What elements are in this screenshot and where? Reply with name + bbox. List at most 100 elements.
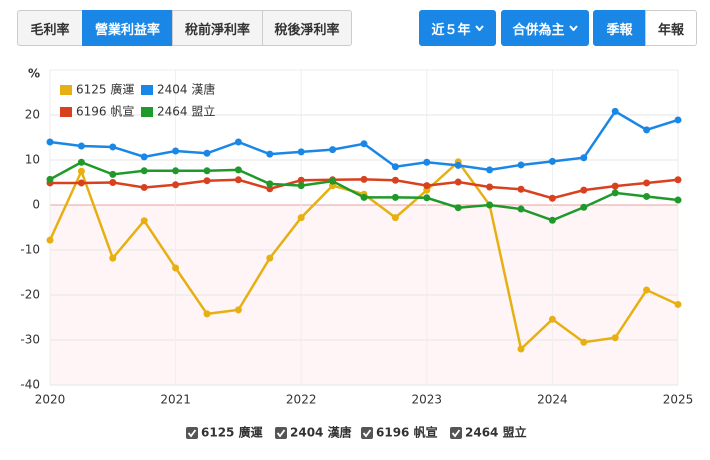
period-dropdown[interactable]: 近５年 <box>419 10 496 46</box>
y-tick-label: -10 <box>20 243 40 257</box>
tab[interactable]: 營業利益率 <box>82 10 173 46</box>
tab[interactable]: 毛利率 <box>17 10 83 46</box>
data-point <box>329 182 337 190</box>
data-point <box>423 194 431 202</box>
tab[interactable]: 稅前淨利率 <box>172 10 263 46</box>
data-point <box>140 153 148 161</box>
data-point <box>172 264 180 272</box>
checkbox <box>275 427 287 439</box>
checkmark <box>276 429 286 438</box>
data-point <box>77 158 85 166</box>
legend-label: 6125 廣運 <box>201 425 263 440</box>
freq-button[interactable]: 年報 <box>645 10 697 46</box>
data-point <box>643 192 651 200</box>
legend-label: 2404 漢唐 <box>290 425 352 440</box>
data-point <box>297 148 305 156</box>
data-point <box>548 315 556 323</box>
data-point <box>360 190 368 198</box>
data-point <box>454 178 462 186</box>
y-tick-label: 20 <box>25 108 40 122</box>
y-unit: % <box>28 67 40 81</box>
series-line <box>48 159 679 352</box>
checkbox <box>186 427 198 439</box>
x-tick-label: 2021 <box>160 393 191 407</box>
series-line <box>49 109 679 172</box>
data-point <box>580 338 588 346</box>
x-tick-label: 2024 <box>537 393 568 407</box>
data-point <box>266 180 274 188</box>
data-point <box>140 217 148 225</box>
data-point <box>172 167 180 175</box>
legend-toggle[interactable]: 2404 漢唐 <box>275 425 352 440</box>
data-point <box>643 126 651 134</box>
data-point <box>611 334 619 342</box>
data-point <box>643 286 651 294</box>
data-point <box>517 205 525 213</box>
data-point <box>46 179 54 187</box>
y-tick-label: -40 <box>20 378 40 392</box>
legend-label: 2404 漢唐 <box>157 82 215 97</box>
data-point <box>611 182 619 190</box>
data-point <box>486 166 494 174</box>
data-point <box>203 177 211 185</box>
data-point <box>580 154 588 162</box>
y-tick-label: 0 <box>32 198 40 212</box>
data-point <box>360 193 368 201</box>
data-point <box>391 214 399 222</box>
checkbox <box>361 427 373 439</box>
y-tick-label: 10 <box>25 153 40 167</box>
checkmark <box>187 429 197 438</box>
data-point <box>203 167 211 175</box>
data-point <box>423 182 431 190</box>
scope-dropdown[interactable]: 合併為主 <box>501 10 589 46</box>
data-point <box>674 196 682 204</box>
data-point <box>423 158 431 166</box>
data-point <box>329 177 337 185</box>
data-point <box>172 147 180 155</box>
data-point <box>109 179 117 186</box>
legend-toggle[interactable]: 2464 盟立 <box>450 425 527 440</box>
y-tick-label: -30 <box>20 333 40 347</box>
data-point <box>360 175 368 183</box>
data-point <box>548 216 556 224</box>
data-point <box>486 201 494 209</box>
data-point <box>266 150 274 158</box>
checkmark <box>451 429 461 438</box>
x-tick-label: 2025 <box>663 393 694 407</box>
data-point <box>517 161 525 169</box>
data-point <box>674 176 682 184</box>
legend-label: 6125 廣運 <box>76 83 134 97</box>
data-point <box>234 176 242 184</box>
data-point <box>423 186 431 194</box>
tab[interactable]: 稅後淨利率 <box>262 10 352 46</box>
legend-toggle[interactable]: 6196 帆宣 <box>361 425 438 440</box>
data-point <box>266 254 274 262</box>
data-point <box>611 189 619 197</box>
legend-toggle[interactable]: 6125 廣運 <box>186 425 263 440</box>
freq-button[interactable]: 季報 <box>593 10 646 46</box>
legend-label: 2464 盟立 <box>157 104 215 119</box>
data-point <box>266 185 274 193</box>
y-tick-label: -20 <box>20 288 40 302</box>
data-point <box>486 201 494 209</box>
data-point <box>391 163 399 171</box>
checkbox <box>450 427 462 439</box>
negative-area <box>50 205 678 385</box>
data-point <box>517 185 525 193</box>
data-point <box>548 157 556 165</box>
legend-swatch <box>60 85 72 95</box>
series-line <box>49 160 679 222</box>
data-point <box>297 214 305 222</box>
data-point <box>454 158 462 166</box>
legend-label: 6196 帆宣 <box>76 104 134 119</box>
data-point <box>46 175 54 183</box>
data-point <box>360 140 368 148</box>
data-point <box>234 306 242 314</box>
data-point <box>77 167 85 175</box>
plot-border <box>49 69 679 386</box>
checkmark <box>362 429 372 438</box>
legend-swatch <box>60 107 72 117</box>
data-point <box>329 176 337 184</box>
data-point <box>611 107 619 115</box>
